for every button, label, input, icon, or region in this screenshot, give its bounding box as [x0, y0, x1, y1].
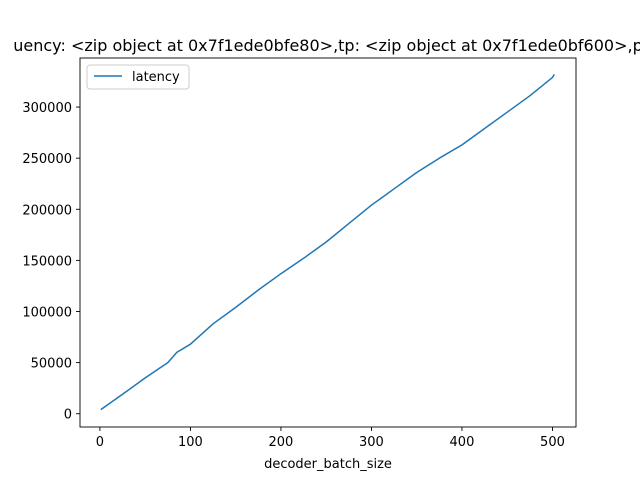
legend-label-latency: latency — [132, 70, 180, 85]
x-tick-label: 300 — [359, 435, 384, 450]
y-tick-label: 0 — [64, 408, 72, 423]
x-tick-label: 500 — [540, 435, 565, 450]
series-line-latency — [100, 74, 555, 411]
plot-frame — [79, 57, 577, 428]
x-tick-label: 0 — [96, 435, 104, 450]
y-tick-label: 250000 — [22, 152, 72, 167]
legend: latency — [86, 64, 190, 90]
y-tick-label: 100000 — [22, 305, 72, 320]
y-tick-label: 300000 — [22, 101, 72, 116]
x-tick-label: 200 — [269, 435, 294, 450]
y-tick-label: 150000 — [22, 254, 72, 269]
x-tick-label: 100 — [178, 435, 203, 450]
y-tick-label: 200000 — [22, 203, 72, 218]
chart-title: uency: <zip object at 0x7f1ede0bfe80>,tp… — [13, 36, 640, 55]
x-tick-label: 400 — [450, 435, 475, 450]
x-axis-label: decoder_batch_size — [264, 457, 392, 472]
legend-box — [86, 64, 190, 90]
y-tick-label: 50000 — [31, 357, 72, 372]
